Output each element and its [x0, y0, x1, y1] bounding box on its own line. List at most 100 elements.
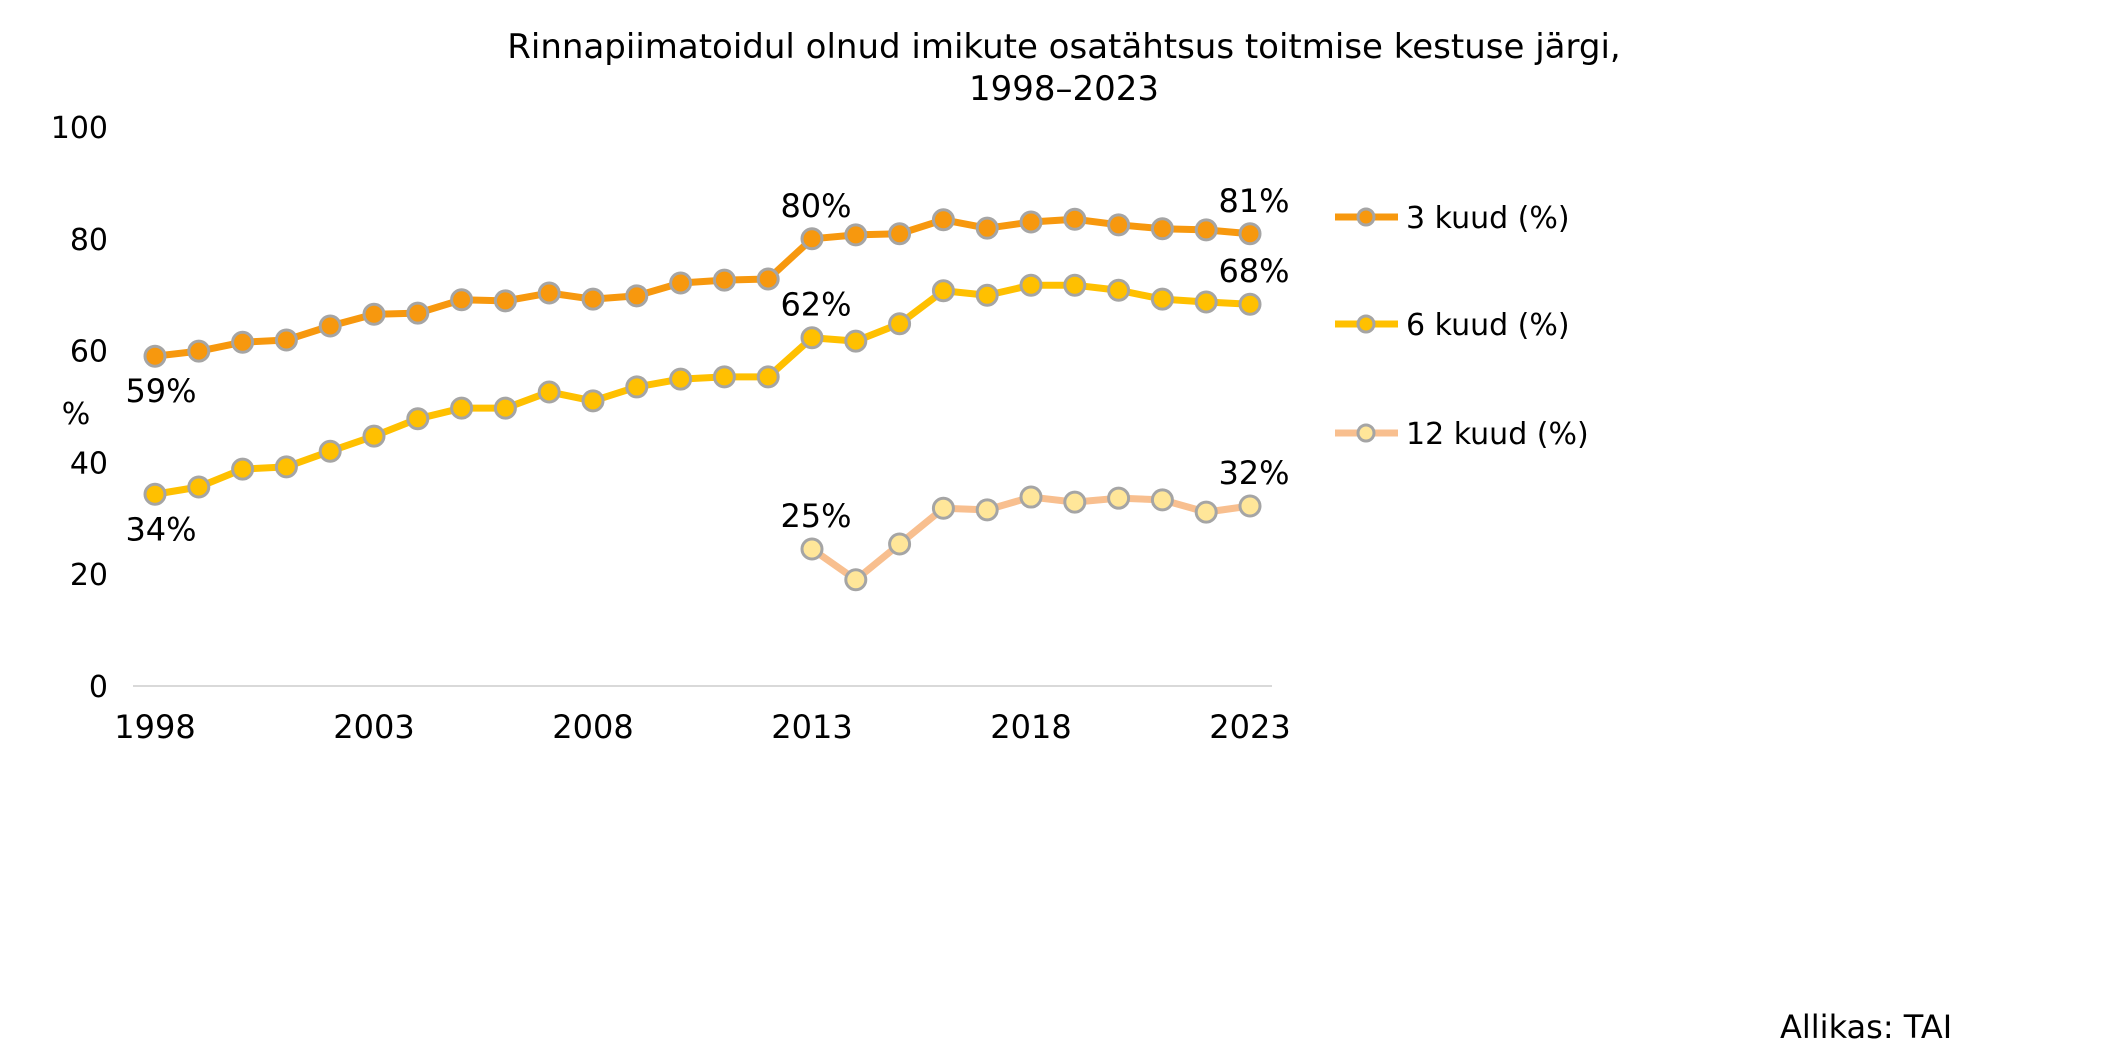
data-label: 81%: [1218, 182, 1289, 220]
data-label: 32%: [1218, 454, 1289, 492]
data-point: [406, 407, 430, 431]
data-point: [975, 216, 999, 240]
series-0: 59% 80% 81%: [125, 182, 1289, 410]
data-point: [625, 375, 649, 399]
data-point: [669, 271, 693, 295]
data-point: [362, 302, 386, 326]
data-point: [274, 328, 298, 352]
series-1: 34% 62% 68%: [125, 252, 1289, 548]
y-axis-label: %: [62, 397, 91, 432]
x-tick-label: 2008: [552, 708, 633, 746]
y-tick-label: 0: [89, 670, 108, 705]
series-line: [154, 281, 1251, 498]
chart-subtitle: 1998–2023: [969, 69, 1159, 109]
legend-item: 3 kuud (%): [1335, 201, 1570, 236]
data-point: [931, 208, 955, 232]
data-point: [1063, 490, 1087, 514]
data-point: [1150, 217, 1174, 241]
data-point: [800, 227, 824, 251]
x-tick-label: 2003: [333, 708, 414, 746]
series-2: 25% 32%: [780, 454, 1290, 592]
data-point: [669, 367, 693, 391]
data-point: [712, 365, 736, 389]
data-point: [1238, 222, 1262, 246]
data-point: [975, 498, 999, 522]
data-label: 62%: [780, 286, 851, 324]
data-point: [975, 283, 999, 307]
data-point: [1107, 278, 1131, 302]
data-point: [888, 222, 912, 246]
data-point: [143, 482, 167, 506]
data-point: [537, 281, 561, 305]
data-point: [844, 568, 868, 592]
legend-swatch-marker: [1356, 423, 1376, 443]
data-point: [1194, 500, 1218, 524]
data-point: [1238, 494, 1262, 518]
data-point: [1019, 273, 1043, 297]
x-tick-label: 2013: [771, 708, 852, 746]
data-point: [800, 326, 824, 350]
data-label: 34%: [125, 510, 196, 548]
legend-label: 12 kuud (%): [1406, 417, 1589, 452]
data-point: [537, 380, 561, 404]
source-note: Allikas: TAI: [1780, 1008, 1952, 1046]
legend-item: 6 kuud (%): [1335, 308, 1570, 343]
legend-swatch-marker: [1356, 314, 1376, 334]
data-point: [1019, 485, 1043, 509]
legend-item: 12 kuud (%): [1335, 417, 1589, 452]
y-tick-label: 100: [51, 111, 108, 146]
data-point: [187, 339, 211, 363]
y-tick-label: 40: [70, 446, 108, 481]
data-point: [362, 424, 386, 448]
data-point: [800, 537, 824, 561]
legend-label: 3 kuud (%): [1406, 201, 1570, 236]
data-label: 59%: [125, 372, 196, 410]
data-label: 25%: [780, 497, 851, 535]
data-point: [931, 279, 955, 303]
y-tick-label: 80: [70, 223, 108, 258]
data-point: [625, 284, 649, 308]
series-line: [809, 493, 1251, 584]
data-point: [888, 312, 912, 336]
legend-swatch-marker: [1356, 207, 1376, 227]
data-point: [1019, 210, 1043, 234]
data-point: [1238, 292, 1262, 316]
data-label: 80%: [780, 187, 851, 225]
y-tick-label: 20: [70, 558, 108, 593]
data-point: [1063, 273, 1087, 297]
data-point: [712, 268, 736, 292]
data-point: [581, 287, 605, 311]
data-point: [493, 289, 517, 313]
data-label: 68%: [1218, 252, 1289, 290]
legend-label: 6 kuud (%): [1406, 308, 1570, 343]
data-point: [581, 389, 605, 413]
data-point: [1150, 287, 1174, 311]
data-point: [406, 301, 430, 325]
data-point: [1107, 213, 1131, 237]
data-point: [231, 457, 255, 481]
data-point: [318, 439, 342, 463]
data-point: [143, 344, 167, 368]
x-tick-label: 2018: [990, 708, 1071, 746]
data-point: [1194, 290, 1218, 314]
data-point: [931, 496, 955, 520]
data-point: [318, 314, 342, 338]
data-point: [1150, 488, 1174, 512]
y-tick-label: 60: [70, 335, 108, 370]
data-point: [756, 365, 780, 389]
data-point: [274, 455, 298, 479]
data-point: [1194, 218, 1218, 242]
data-point: [493, 396, 517, 420]
data-point: [756, 267, 780, 291]
data-point: [1107, 486, 1131, 510]
data-point: [450, 396, 474, 420]
chart-title: Rinnapiimatoidul olnud imikute osatähtsu…: [507, 27, 1620, 67]
data-point: [888, 532, 912, 556]
data-point: [187, 475, 211, 499]
data-point: [844, 223, 868, 247]
data-point: [450, 288, 474, 312]
x-tick-label: 1998: [114, 708, 195, 746]
data-point: [1063, 207, 1087, 231]
data-point: [231, 330, 255, 354]
